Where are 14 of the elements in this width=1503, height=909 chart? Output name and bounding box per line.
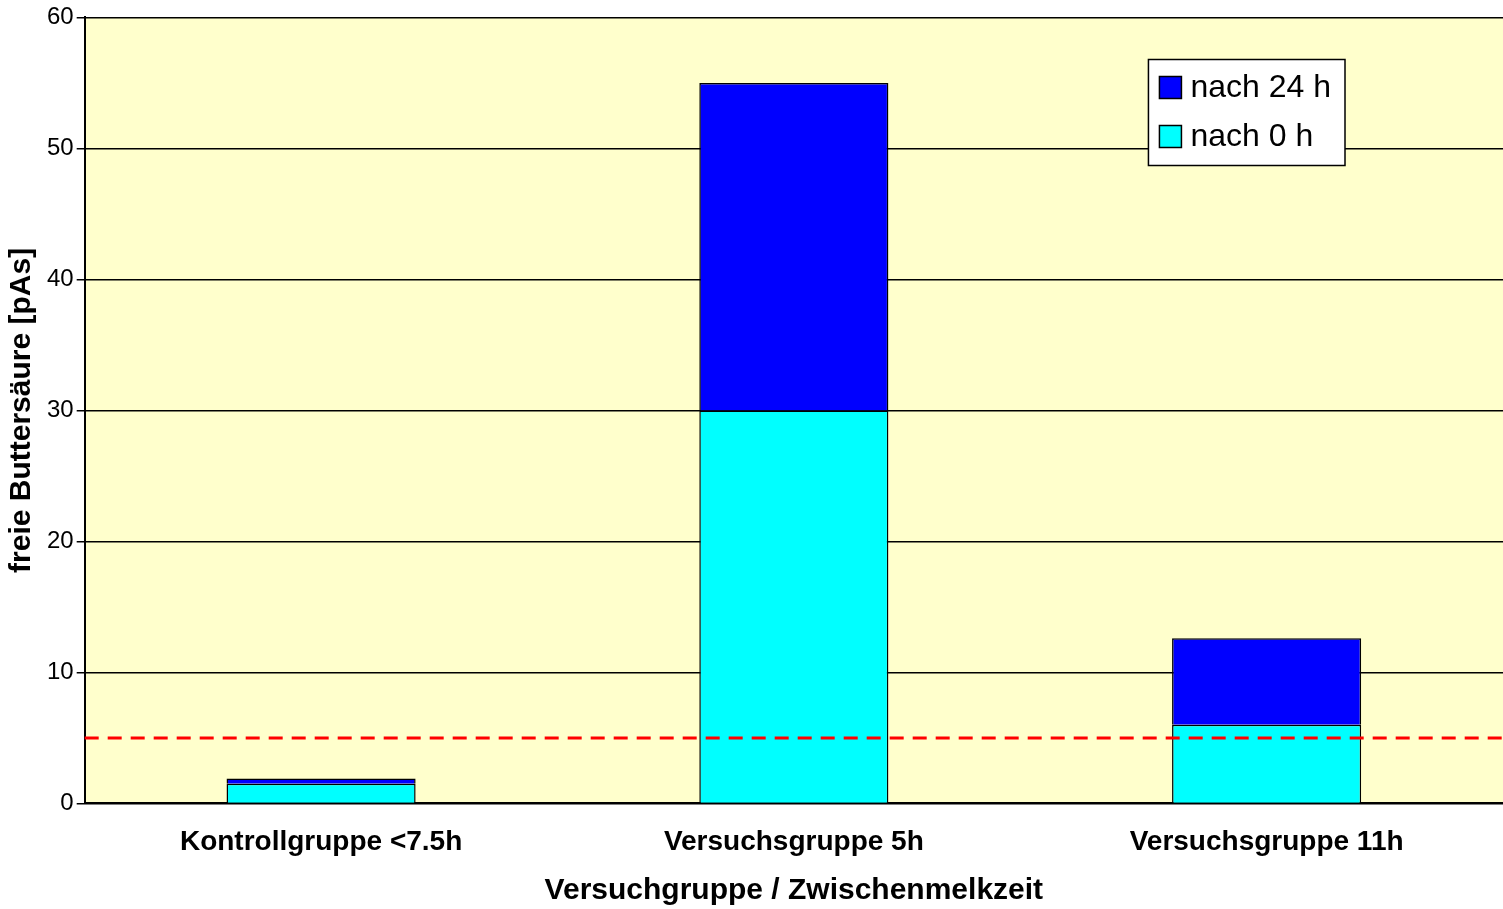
y-tick-label: 30 (46, 395, 74, 423)
legend-label: nach 24 h (1190, 68, 1331, 105)
x-tick-label: Kontrollgruppe <7.5h (179, 824, 463, 856)
x-tick-label: Versuchsgruppe 11h (1129, 824, 1404, 856)
y-tick-label: 0 (60, 788, 74, 816)
x-axis-title: Versuchgruppe / Zwischenmelkzeit (544, 872, 1044, 906)
y-tick-label: 10 (46, 657, 74, 685)
y-axis-title: freie Buttersäure [pAs] (3, 247, 37, 573)
y-tick-label: 20 (46, 526, 74, 554)
x-tick-label: Versuchsgruppe 5h (663, 824, 924, 856)
legend-label: nach 0 h (1190, 117, 1314, 154)
y-tick-label: 40 (46, 264, 74, 292)
y-tick-label: 60 (46, 2, 74, 30)
y-tick-label: 50 (46, 133, 74, 161)
